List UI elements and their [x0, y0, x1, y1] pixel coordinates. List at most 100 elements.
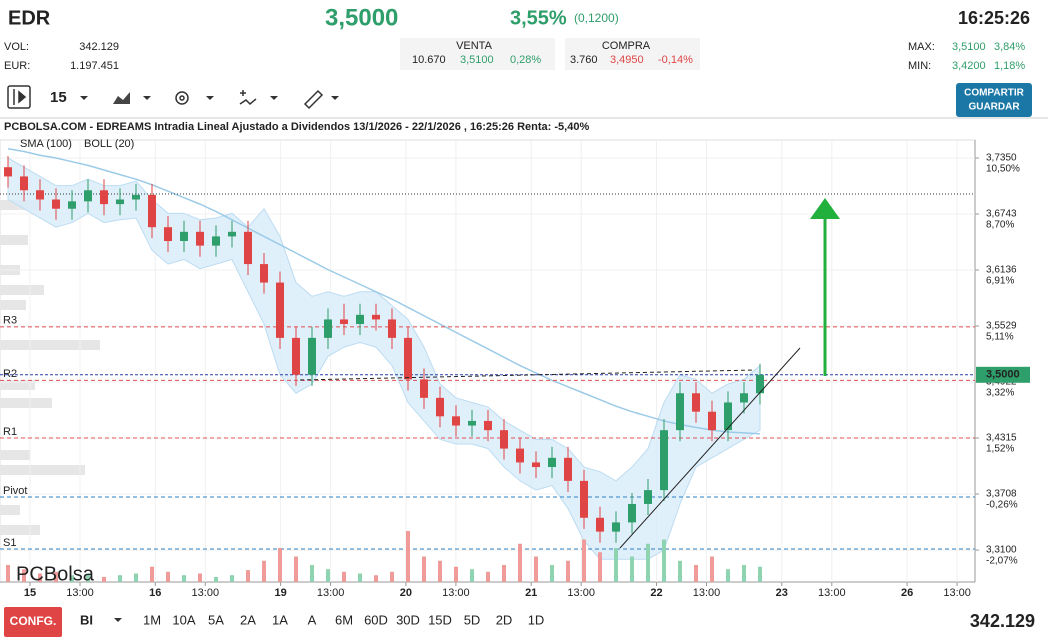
volume-bar [262, 560, 266, 582]
volume-bar [566, 560, 570, 582]
settings-button[interactable] [175, 91, 189, 105]
x-tick-label: 13:00 [66, 587, 94, 599]
chart-title: PCBOLSA.COM - EDREAMS Intradia Lineal Aj… [4, 121, 589, 133]
y-tick-pct: 5,11% [986, 332, 1014, 343]
volume-bar [6, 565, 10, 582]
candle-body [148, 194, 156, 228]
volume-bar [278, 548, 282, 582]
candle-body [20, 176, 28, 191]
x-tick-label: 15 [24, 587, 36, 599]
candle-body [708, 411, 716, 431]
range-button[interactable]: 1D [528, 612, 545, 627]
x-tick-label: 21 [525, 587, 537, 599]
buy-box [565, 38, 700, 70]
buy-qty: 3.760 [570, 54, 598, 66]
volume-bar [22, 569, 26, 582]
volume-bar [54, 571, 58, 582]
y-tick-label: 3,4315 [986, 433, 1017, 444]
x-tick-label: 13:00 [818, 587, 846, 599]
volume-bar [406, 531, 410, 582]
candle-body [596, 517, 604, 532]
range-button[interactable]: 10A [172, 612, 195, 627]
max-pct: 3,84% [994, 41, 1025, 53]
volume-bar [710, 556, 714, 582]
candle-body [260, 264, 268, 283]
x-tick-label: 23 [776, 587, 788, 599]
range-button[interactable]: 1M [143, 612, 161, 627]
min-pct: 1,18% [994, 60, 1025, 72]
candle-body [516, 448, 524, 463]
candle-body [324, 319, 332, 338]
range-button[interactable]: 60D [364, 612, 388, 627]
range-button[interactable]: 1A [272, 612, 288, 627]
min-label: MIN: [908, 60, 931, 72]
range-button[interactable]: 6M [335, 612, 353, 627]
eur-label: EUR: [4, 60, 30, 72]
candle-body [756, 374, 764, 394]
x-tick-label: 13:00 [693, 587, 721, 599]
y-tick-label: 3,6136 [986, 265, 1017, 276]
candle-body [132, 194, 140, 200]
y-tick-pct: -0,26% [986, 500, 1018, 511]
range-button[interactable]: 15D [428, 612, 452, 627]
candle-body [436, 397, 444, 417]
volume-bar [486, 571, 490, 582]
price: 3,5000 [325, 4, 398, 31]
indicator-button[interactable] [239, 90, 257, 106]
pivot-label: S1 [3, 537, 16, 549]
volume-bar [534, 556, 538, 582]
candle-body [564, 457, 572, 481]
volume-bar [678, 560, 682, 582]
scale[interactable]: BI [80, 612, 93, 627]
y-tick-pct: -2,07% [986, 556, 1018, 567]
candle-body [292, 337, 300, 375]
config-button[interactable] [4, 607, 62, 637]
volume-bar [214, 576, 218, 582]
max: 3,5100 [952, 41, 986, 53]
x-tick-label: 19 [274, 587, 286, 599]
candle-body [196, 231, 204, 246]
range-button[interactable]: 2D [496, 612, 513, 627]
candle-body [212, 236, 220, 246]
range-button[interactable]: A [308, 612, 317, 627]
volume-bar [198, 573, 202, 582]
panel-button[interactable] [7, 85, 31, 109]
candle-body [532, 462, 540, 468]
volume-bar [390, 571, 394, 582]
max-label: MAX: [908, 41, 935, 53]
volume-bar [150, 566, 154, 582]
chart-type-button[interactable] [113, 92, 130, 104]
volume-bar [662, 539, 666, 582]
pivot-label: R1 [3, 426, 17, 438]
volume-bar [454, 566, 458, 582]
volume-bar [630, 556, 634, 582]
x-tick-label: 13:00 [943, 587, 971, 599]
range-button[interactable]: 5A [208, 612, 224, 627]
footer-volume: 342.129 [970, 611, 1035, 631]
range-button[interactable]: 2A [240, 612, 256, 627]
range-button[interactable]: 5D [464, 612, 481, 627]
volume-bar [742, 565, 746, 582]
interval[interactable]: 15 [50, 89, 67, 106]
candle-body [180, 231, 188, 242]
candle-body [724, 402, 732, 431]
indicator-legend: BOLL (20) [84, 138, 134, 150]
volume-bar [438, 560, 442, 582]
vol-label: VOL: [4, 41, 29, 53]
trend-line [299, 369, 756, 381]
sell-qty: 10.670 [412, 54, 446, 66]
y-tick-label: 3,5529 [986, 321, 1017, 332]
share-button[interactable] [956, 83, 1032, 117]
draw-button[interactable] [303, 89, 324, 110]
volume-bar [758, 566, 762, 582]
x-tick-label: 26 [901, 587, 913, 599]
range-button[interactable]: 30D [396, 612, 420, 627]
candle-body [4, 167, 12, 177]
candle-body [404, 337, 412, 380]
y-tick-label: 3,7350 [986, 153, 1017, 164]
min: 3,4200 [952, 60, 986, 72]
candle-body [116, 199, 124, 205]
candle-body [84, 190, 92, 202]
